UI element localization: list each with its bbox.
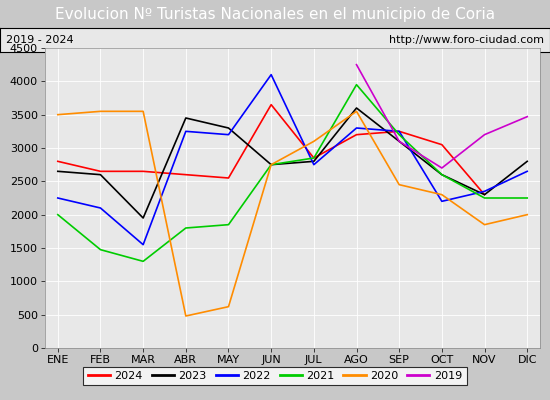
Text: Evolucion Nº Turistas Nacionales en el municipio de Coria: Evolucion Nº Turistas Nacionales en el m…	[55, 6, 495, 22]
Text: http://www.foro-ciudad.com: http://www.foro-ciudad.com	[389, 35, 544, 45]
Text: 2019 - 2024: 2019 - 2024	[6, 35, 73, 45]
Legend: 2024, 2023, 2022, 2021, 2020, 2019: 2024, 2023, 2022, 2021, 2020, 2019	[84, 366, 466, 386]
